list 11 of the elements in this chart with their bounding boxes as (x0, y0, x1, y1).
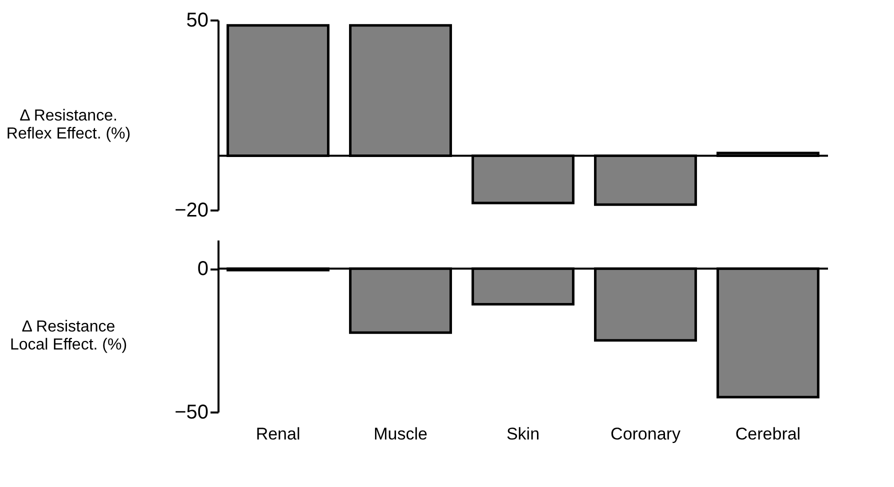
x-tick-label: Muscle (374, 424, 428, 444)
y-tick-label: −20 (174, 200, 208, 222)
x-tick-label: Cerebral (735, 424, 801, 444)
y-axis-title: Δ Resistance Local Effect. (%) (10, 318, 128, 354)
y-tick-label: −50 (174, 402, 208, 424)
y-tick-label: 50 (186, 10, 208, 32)
x-tick-label: Coronary (610, 424, 681, 444)
y-tick-label: 0 (197, 258, 208, 280)
x-tick-label: Renal (256, 424, 300, 444)
x-tick-label: Skin (506, 424, 540, 444)
y-axis-title: Δ Resistance. Reflex Effect. (%) (6, 108, 131, 142)
